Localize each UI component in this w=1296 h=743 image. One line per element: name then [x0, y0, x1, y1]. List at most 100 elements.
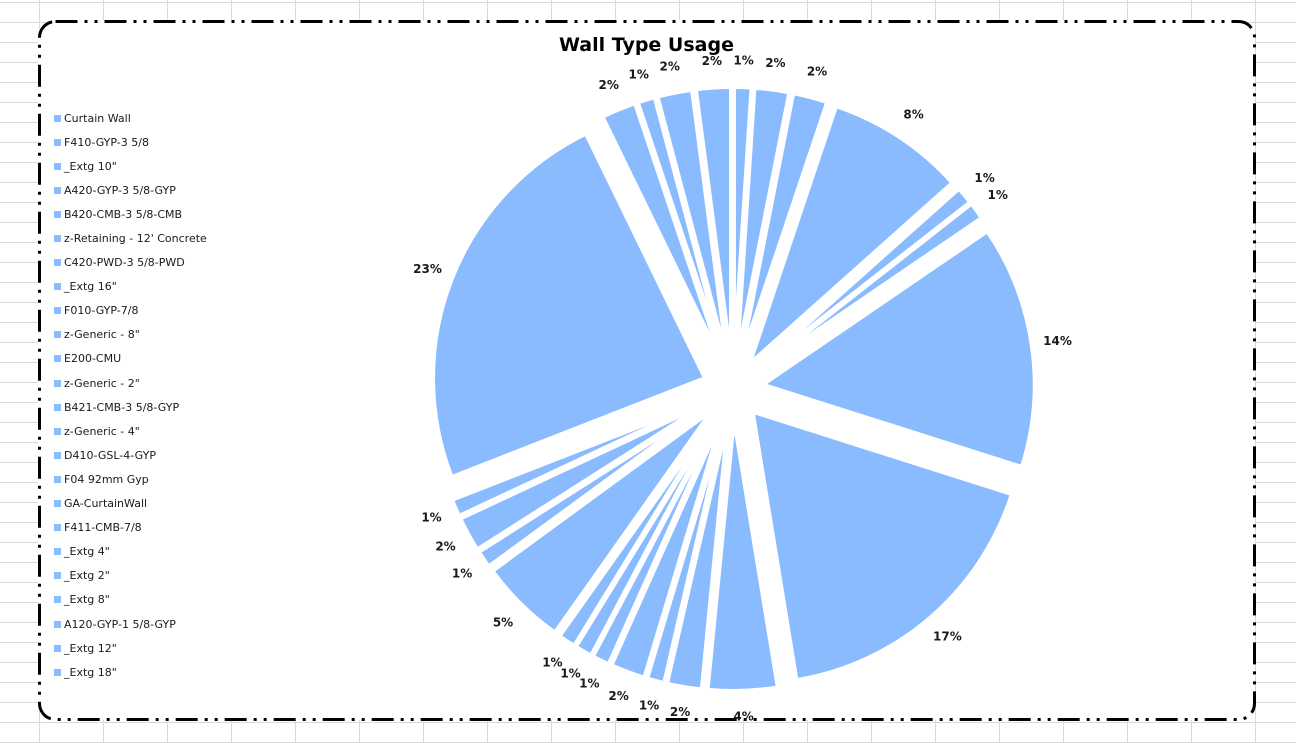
pie-slice[interactable] [556, 412, 719, 649]
legend-label: F410-GYP-3 5/8 [64, 135, 149, 149]
legend-label: _Extg 12" [64, 641, 117, 655]
legend-label: z-Generic - 4" [64, 424, 140, 438]
chart-legend[interactable]: Curtain Wall F410-GYP-3 5/8 _Extg 10" A420-… [54, 106, 254, 684]
slice-data-label: 2% [807, 64, 827, 78]
legend-item[interactable]: _Extg 8" [54, 588, 254, 612]
legend-label: F010-GYP-7/8 [64, 304, 139, 318]
slice-data-label: 2% [660, 60, 680, 74]
slice-data-label: 2% [702, 54, 722, 68]
legend-swatch [54, 259, 61, 267]
pie-slices [431, 85, 1037, 693]
pie-slice[interactable] [731, 85, 754, 360]
pie-slice[interactable] [734, 85, 792, 360]
pie-slice[interactable] [635, 94, 727, 361]
pie-slice[interactable] [705, 418, 781, 693]
legend-swatch [54, 451, 61, 459]
legend-swatch [54, 403, 61, 411]
slice-data-label: 1% [421, 511, 441, 525]
pie-slice[interactable] [755, 200, 985, 373]
legend-swatch [54, 210, 61, 218]
legend-swatch [54, 307, 61, 315]
slice-data-label: 4% [733, 709, 753, 723]
pie-slice[interactable] [599, 100, 724, 363]
slice-data-label: 2% [608, 689, 628, 703]
legend-item[interactable]: _Extg 18" [54, 660, 254, 684]
legend-item[interactable]: z-Retaining - 12' Concrete [54, 226, 254, 250]
legend-item[interactable]: z-Generic - 4" [54, 419, 254, 443]
slice-data-label: 2% [435, 539, 455, 553]
legend-item[interactable]: z-Generic - 8" [54, 323, 254, 347]
legend-item[interactable]: F411-CMB-7/8 [54, 516, 254, 540]
legend-swatch [54, 620, 61, 628]
legend-item[interactable]: _Extg 4" [54, 540, 254, 564]
legend-label: _Extg 16" [64, 280, 117, 294]
chart-title: Wall Type Usage [559, 34, 734, 56]
pie-slice[interactable] [644, 417, 728, 686]
slice-data-label: 8% [903, 108, 923, 122]
legend-item[interactable]: _Extg 2" [54, 564, 254, 588]
legend-label: F411-CMB-7/8 [64, 521, 142, 535]
pie-slice[interactable] [475, 404, 710, 570]
slice-data-label: 1% [579, 676, 599, 690]
legend-item[interactable]: D410-GSL-4-GYP [54, 443, 254, 467]
legend-swatch [54, 138, 61, 146]
slice-data-label: 2% [599, 78, 619, 92]
legend-item[interactable]: F010-GYP-7/8 [54, 299, 254, 323]
legend-label: B420-CMB-3 5/8-CMB [64, 207, 183, 221]
pie-data-labels: 1% 2%2%8%1%1%14%17%4%2%1%2%1%1%1%5%1%2%1%… [413, 54, 1072, 724]
slice-data-label: 1% [639, 699, 659, 713]
pie-slice[interactable] [758, 228, 1037, 470]
pie-slice[interactable] [608, 416, 725, 681]
pie-slice[interactable] [489, 408, 714, 636]
legend-item[interactable]: A120-GYP-1 5/8-GYP [54, 612, 254, 636]
legend-item[interactable]: Curtain Wall [54, 106, 254, 130]
pie-slice[interactable] [693, 85, 734, 360]
legend-item[interactable]: _Extg 16" [54, 275, 254, 299]
legend-label: _Extg 4" [64, 545, 110, 559]
legend-item[interactable]: A420-GYP-3 5/8-GYP [54, 178, 254, 202]
legend-swatch [54, 524, 61, 532]
slice-data-label: 14% [1043, 334, 1072, 348]
legend-label: A120-GYP-1 5/8-GYP [64, 617, 176, 631]
legend-item[interactable]: _Extg 12" [54, 636, 254, 660]
pie-slice[interactable] [431, 130, 708, 480]
pie-slice[interactable] [664, 418, 731, 692]
legend-item[interactable]: F04 92mm Gyp [54, 467, 254, 491]
legend-item[interactable]: z-Generic - 2" [54, 371, 254, 395]
pie-slice[interactable] [655, 87, 730, 361]
legend-swatch [54, 331, 61, 339]
legend-label: _Extg 18" [64, 665, 117, 679]
legend-label: A420-GYP-3 5/8-GYP [64, 183, 176, 197]
pie-slice[interactable] [457, 401, 708, 553]
legend-item[interactable]: B420-CMB-3 5/8-CMB [54, 202, 254, 226]
legend-label: _Extg 2" [64, 569, 110, 583]
legend-swatch [54, 596, 61, 604]
legend-swatch [54, 355, 61, 363]
legend-label: z-Generic - 8" [64, 328, 140, 342]
legend-item[interactable]: GA-CurtainWall [54, 492, 254, 516]
slice-data-label: 2% [670, 705, 690, 719]
legend-swatch [54, 644, 61, 652]
pie-slice[interactable] [738, 90, 830, 361]
legend-swatch [54, 572, 61, 580]
slice-data-label: 1% [988, 188, 1008, 202]
slice-data-label: 1% [560, 666, 580, 680]
legend-label: C420-PWD-3 5/8-PWD [64, 256, 185, 270]
legend-item[interactable]: C420-PWD-3 5/8-PWD [54, 251, 254, 275]
slice-data-label: 23% [413, 262, 442, 276]
slice-data-label: 2% [765, 56, 785, 70]
pie-slice[interactable] [449, 398, 707, 519]
pie-slice[interactable] [745, 103, 956, 371]
legend-swatch [54, 427, 61, 435]
legend-item[interactable]: F410-GYP-3 5/8 [54, 130, 254, 154]
legend-label: GA-CurtainWall [64, 497, 148, 511]
legend-item[interactable]: _Extg 10" [54, 154, 254, 178]
slice-data-label: 1% [733, 54, 753, 68]
pie-slice[interactable] [750, 408, 1015, 683]
legend-item[interactable]: B421-CMB-3 5/8-GYP [54, 395, 254, 419]
legend-label: E200-CMU [64, 352, 122, 366]
slice-data-label: 1% [542, 655, 562, 669]
legend-item[interactable]: E200-CMU [54, 347, 254, 371]
legend-swatch [54, 186, 61, 194]
